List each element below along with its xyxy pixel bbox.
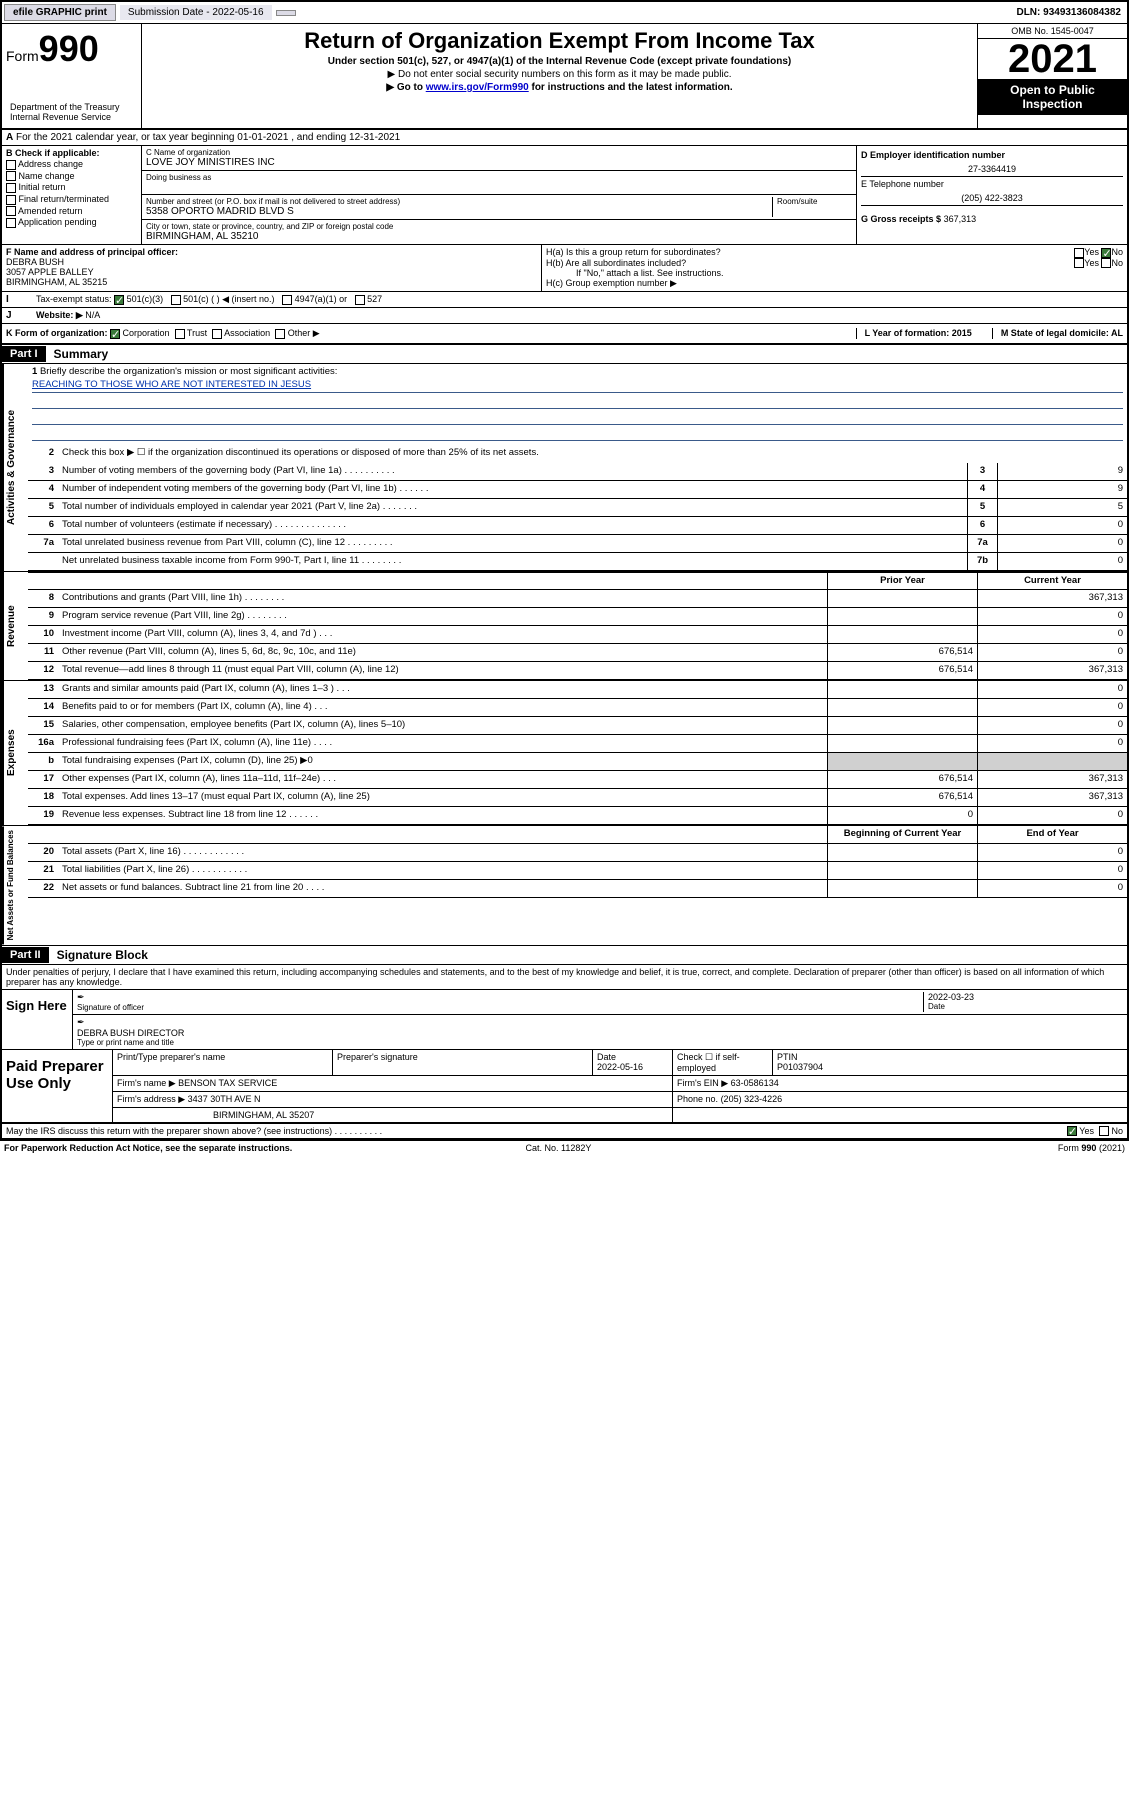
officer-addr1: 3057 APPLE BALLEY [6, 267, 537, 277]
cb-address-change[interactable] [6, 160, 16, 170]
firm-name: BENSON TAX SERVICE [178, 1078, 277, 1088]
telephone: (205) 422-3823 [861, 193, 1123, 203]
cb-other[interactable] [275, 329, 285, 339]
firm-ein: 63-0586134 [731, 1078, 779, 1088]
cb-amended[interactable] [6, 206, 16, 216]
sig-date: 2022-03-23 [928, 992, 1123, 1002]
paid-preparer: Paid Preparer Use Only Print/Type prepar… [2, 1050, 1127, 1124]
form-subtitle: Under section 501(c), 527, or 4947(a)(1)… [146, 56, 973, 67]
cb-discuss-yes[interactable] [1067, 1126, 1077, 1136]
section-bcd: B Check if applicable: Address change Na… [2, 146, 1127, 245]
cb-ha-yes[interactable] [1074, 248, 1084, 258]
year-formation: L Year of formation: 2015 [856, 328, 972, 339]
col-d: D Employer identification number27-33644… [857, 146, 1127, 244]
expenses-section: Expenses 13Grants and similar amounts pa… [2, 681, 1127, 826]
open-public: Open to Public Inspection [978, 79, 1127, 115]
form-ref: Form 990 (2021) [1058, 1143, 1125, 1153]
gross-receipts: 367,313 [944, 214, 977, 224]
part2-header: Part II Signature Block [2, 946, 1127, 965]
row-fgh: F Name and address of principal officer:… [2, 245, 1127, 292]
b-header: B Check if applicable: [6, 148, 137, 158]
part1-header: Part I Summary [2, 345, 1127, 364]
row-a: A For the 2021 calendar year, or tax yea… [2, 130, 1127, 146]
pen-icon: ✒ [77, 992, 85, 1002]
efile-btn[interactable]: efile GRAPHIC print [4, 4, 116, 21]
revenue-section: Revenue Prior YearCurrent Year 8Contribu… [2, 572, 1127, 681]
cb-4947[interactable] [282, 295, 292, 305]
row-i: I Tax-exempt status: 501(c)(3) 501(c) ( … [2, 292, 1127, 308]
cb-501c3[interactable] [114, 295, 124, 305]
cb-501c[interactable] [171, 295, 181, 305]
form-label: Form [6, 48, 39, 64]
col-c: C Name of organizationLOVE JOY MINISTIRE… [142, 146, 857, 244]
cb-hb-no[interactable] [1101, 258, 1111, 268]
top-bar: efile GRAPHIC print Submission Date - 20… [2, 2, 1127, 24]
website: N/A [85, 310, 100, 320]
cb-assoc[interactable] [212, 329, 222, 339]
ein: 27-3364419 [861, 164, 1123, 174]
submission-date: Submission Date - 2022-05-16 [120, 5, 272, 20]
cb-initial-return[interactable] [6, 183, 16, 193]
cb-ha-no[interactable] [1101, 248, 1111, 258]
footer: For Paperwork Reduction Act Notice, see … [0, 1141, 1129, 1155]
dln: DLN: 93493136084382 [1016, 7, 1125, 18]
form-number: 990 [39, 28, 99, 69]
cb-name-change[interactable] [6, 171, 16, 181]
firm-addr2: BIRMINGHAM, AL 35207 [113, 1108, 673, 1122]
discuss-row: May the IRS discuss this return with the… [2, 1124, 1127, 1140]
street-address: 5358 OPORTO MADRID BLVD S [146, 206, 772, 217]
spacer-btn [276, 10, 296, 16]
cb-final-return[interactable] [6, 195, 16, 205]
netassets-section: Net Assets or Fund Balances Beginning of… [2, 826, 1127, 945]
officer-addr2: BIRMINGHAM, AL 35215 [6, 277, 537, 287]
note1: ▶ Do not enter social security numbers o… [146, 69, 973, 80]
note2: ▶ Go to www.irs.gov/Form990 for instruct… [146, 82, 973, 93]
city-state-zip: BIRMINGHAM, AL 35210 [146, 231, 852, 242]
tax-year: 2021 [978, 39, 1127, 79]
org-name: LOVE JOY MINISTIRES INC [146, 157, 852, 168]
header: Form990 Department of the Treasury Inter… [2, 24, 1127, 130]
col-b: B Check if applicable: Address change Na… [2, 146, 142, 244]
mission-text: REACHING TO THOSE WHO ARE NOT INTERESTED… [32, 379, 1123, 393]
firm-phone: (205) 323-4226 [721, 1094, 783, 1104]
pen-icon: ✒ [77, 1017, 85, 1027]
officer-name-title: DEBRA BUSH DIRECTOR [77, 1028, 184, 1038]
row-j: J Website: ▶ N/A [2, 308, 1127, 324]
cb-app-pending[interactable] [6, 218, 16, 228]
firm-addr: 3437 30TH AVE N [188, 1094, 261, 1104]
signature-block: Under penalties of perjury, I declare th… [2, 965, 1127, 1050]
prep-date: 2022-05-16 [597, 1062, 668, 1072]
form-title: Return of Organization Exempt From Incom… [146, 28, 973, 54]
cb-trust[interactable] [175, 329, 185, 339]
cb-527[interactable] [355, 295, 365, 305]
cb-corp[interactable] [110, 329, 120, 339]
state-domicile: M State of legal domicile: AL [992, 328, 1123, 339]
form-container: efile GRAPHIC print Submission Date - 20… [0, 0, 1129, 1141]
dept: Department of the Treasury Internal Reve… [6, 100, 137, 124]
ptin: P01037904 [777, 1062, 1123, 1072]
row-k: K Form of organization: Corporation Trus… [2, 324, 1127, 345]
cb-discuss-no[interactable] [1099, 1126, 1109, 1136]
governance-section: Activities & Governance 1 Briefly descri… [2, 364, 1127, 572]
cat-no: Cat. No. 11282Y [526, 1143, 592, 1153]
irs-link[interactable]: www.irs.gov/Form990 [426, 82, 529, 93]
officer-name: DEBRA BUSH [6, 257, 537, 267]
cb-hb-yes[interactable] [1074, 258, 1084, 268]
